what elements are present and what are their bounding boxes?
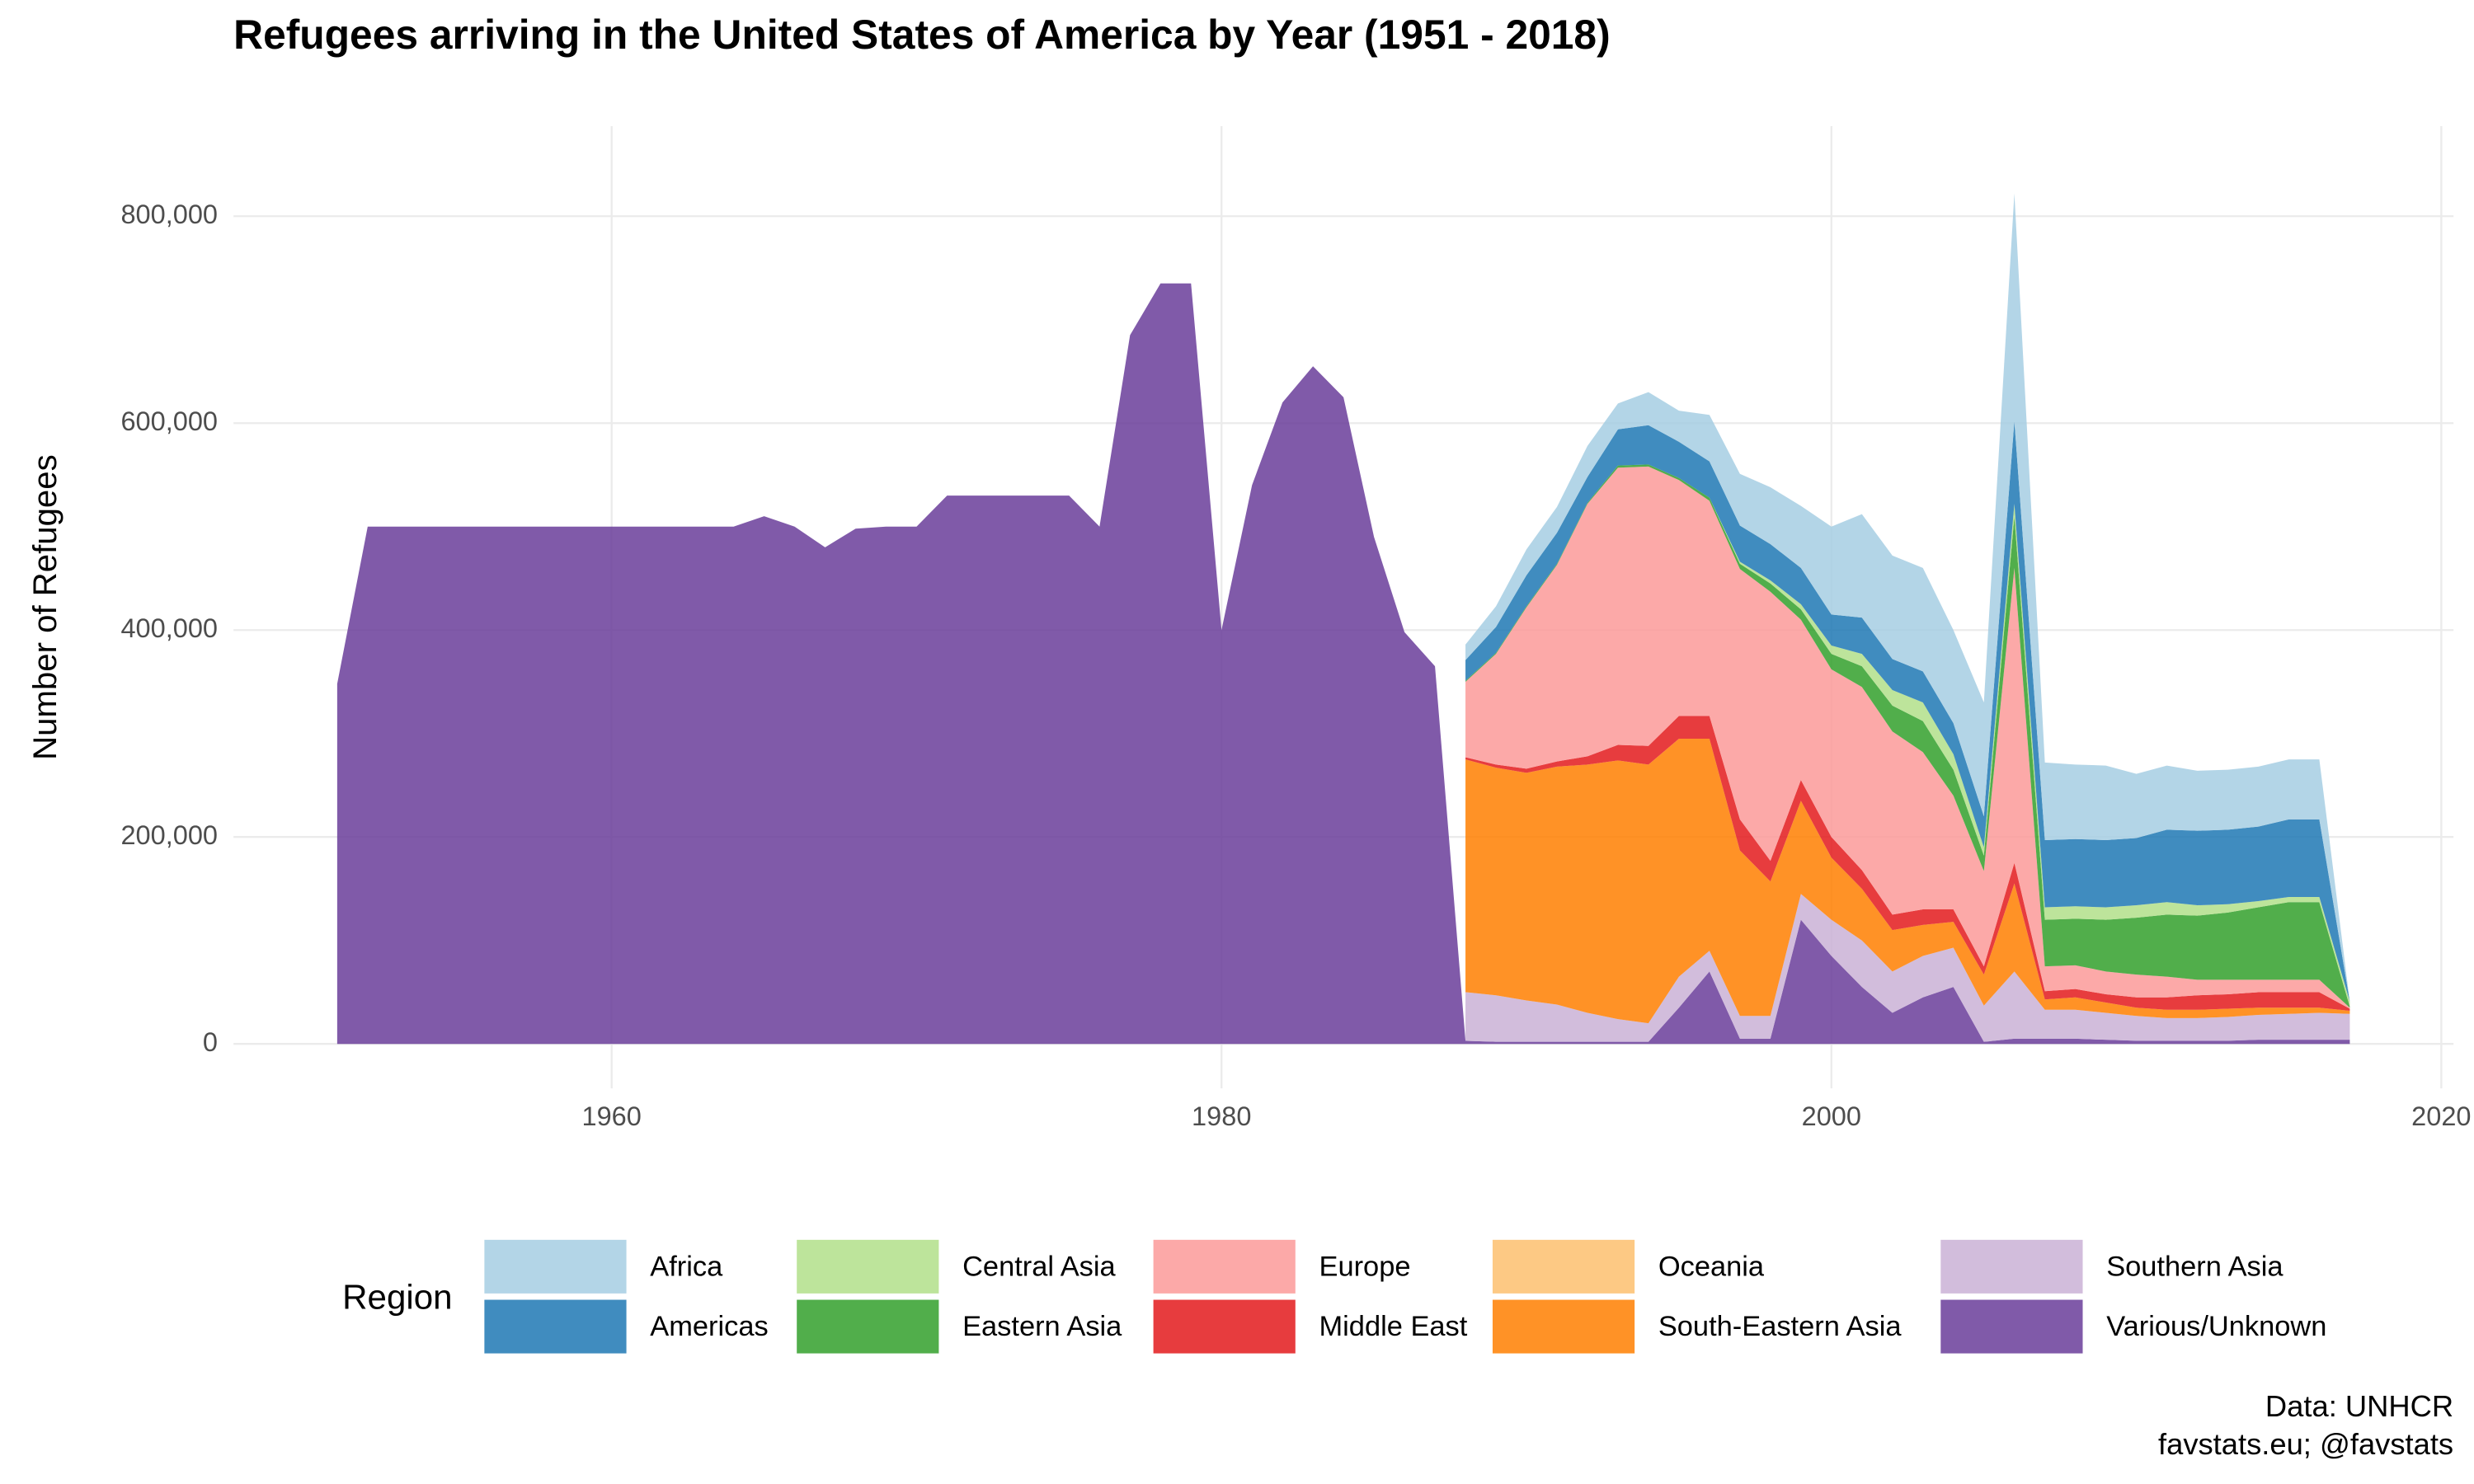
- legend-key: [1492, 1239, 1635, 1294]
- legend-key: [1940, 1299, 2083, 1354]
- area: [1465, 738, 2350, 1024]
- legend-key: [1492, 1299, 1635, 1354]
- legend-key: [484, 1299, 627, 1354]
- legend-key: [1153, 1299, 1296, 1354]
- area: [1465, 464, 2350, 1008]
- x-tick-label: 1980: [1192, 1101, 1251, 1131]
- legend-title: Region: [342, 1278, 452, 1317]
- area: [1465, 466, 2350, 1009]
- legend-label: Americas: [650, 1311, 768, 1342]
- legend-label: Europe: [1319, 1251, 1410, 1282]
- area: [336, 283, 2350, 1045]
- legend-label: Central Asia: [962, 1251, 1116, 1282]
- area: [1465, 894, 2350, 1042]
- legend-label: Various/Unknown: [2106, 1311, 2326, 1342]
- legend-label: Oceania: [1658, 1251, 1765, 1282]
- legend-label: Eastern Asia: [962, 1311, 1122, 1342]
- x-tick-label: 2000: [1802, 1101, 1861, 1131]
- legend-label: South-Eastern Asia: [1658, 1311, 1903, 1342]
- y-tick-label: 800,000: [120, 200, 218, 229]
- legend-key: [797, 1299, 939, 1354]
- x-tick-label: 1960: [582, 1101, 642, 1131]
- area: [1465, 193, 2350, 1002]
- y-tick-label: 0: [203, 1027, 218, 1057]
- y-tick-label: 200,000: [120, 820, 218, 850]
- area: [1465, 420, 2350, 1002]
- y-tick-label: 600,000: [120, 406, 218, 436]
- caption: Data: UNHCR: [2265, 1389, 2453, 1423]
- y-axis-label: Number of Refugees: [26, 454, 63, 760]
- legend-label: Southern Asia: [2106, 1251, 2284, 1282]
- legend-key: [484, 1239, 627, 1294]
- y-tick-label: 400,000: [120, 613, 218, 643]
- caption: favstats.eu; @favstats: [2158, 1427, 2453, 1461]
- legend-key: [1153, 1239, 1296, 1294]
- legend-key: [1940, 1239, 2083, 1294]
- legend-label: Middle East: [1319, 1311, 1467, 1342]
- x-tick-label: 2020: [2411, 1101, 2471, 1131]
- chart-title: Refugees arriving in the United States o…: [233, 12, 1611, 58]
- legend-key: [797, 1239, 939, 1294]
- legend-label: Africa: [650, 1251, 723, 1282]
